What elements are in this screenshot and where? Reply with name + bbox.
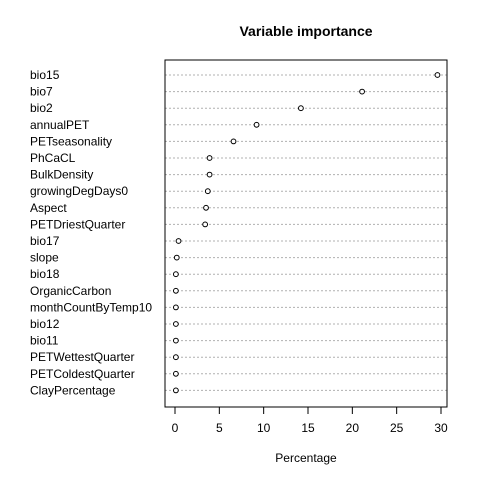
data-point xyxy=(172,387,179,394)
grid-lines xyxy=(165,74,447,391)
data-point xyxy=(230,138,237,145)
data-point xyxy=(172,271,179,278)
category-labels: bio15 bio7 bio2 annualPET PETseasonality PhCa… xyxy=(30,68,152,397)
category-label: PETDriestQuarter xyxy=(30,217,125,231)
data-point xyxy=(173,254,180,261)
category-label: bio15 xyxy=(30,68,60,82)
category-label: OrganicCarbon xyxy=(30,284,111,298)
data-point xyxy=(298,105,304,112)
data-point xyxy=(359,88,365,95)
x-tick-label: 30 xyxy=(434,421,448,435)
data-point xyxy=(203,204,209,211)
category-label: bio7 xyxy=(30,85,53,99)
data-point xyxy=(434,72,441,78)
category-label: bio17 xyxy=(30,234,60,248)
x-tick-label: 20 xyxy=(346,421,360,435)
x-tick-label: 5 xyxy=(216,421,223,435)
data-point xyxy=(204,188,211,195)
x-tick-label: 15 xyxy=(301,421,315,435)
category-label: PETWettestQuarter xyxy=(30,350,134,364)
x-axis: 0 5 10 15 20 25 30 xyxy=(172,407,448,435)
data-point xyxy=(172,354,179,361)
category-label: PhCaCL xyxy=(30,151,76,165)
category-label: bio18 xyxy=(30,267,60,281)
x-axis-label: Percentage xyxy=(275,451,337,465)
data-point xyxy=(172,321,179,327)
data-point xyxy=(206,171,213,178)
data-point xyxy=(172,287,179,294)
category-label: slope xyxy=(30,251,59,265)
data-point xyxy=(206,155,213,161)
category-label: BulkDensity xyxy=(30,168,93,182)
data-point xyxy=(172,370,179,377)
data-point xyxy=(175,238,182,244)
x-tick-label: 0 xyxy=(172,421,179,435)
category-label: PETseasonality xyxy=(30,134,112,148)
category-label: PETColdestQuarter xyxy=(30,367,135,381)
x-tick-label: 10 xyxy=(257,421,271,435)
category-label: bio11 xyxy=(30,334,59,348)
category-label: ClayPercentage xyxy=(30,383,116,397)
data-point xyxy=(172,337,179,344)
data-point xyxy=(202,221,209,228)
data-point xyxy=(172,304,179,311)
x-tick-label: 25 xyxy=(390,421,404,435)
category-label: bio12 xyxy=(30,317,60,331)
data-point xyxy=(253,121,260,128)
data-points xyxy=(172,72,441,394)
plot-frame xyxy=(164,59,448,408)
category-label: monthCountByTemp10 xyxy=(30,300,152,314)
category-label: annualPET xyxy=(30,118,90,132)
chart-title: Variable importance xyxy=(239,23,372,39)
category-label: bio2 xyxy=(30,101,53,115)
category-label: Aspect xyxy=(30,201,67,215)
category-label: growingDegDays0 xyxy=(30,184,128,198)
